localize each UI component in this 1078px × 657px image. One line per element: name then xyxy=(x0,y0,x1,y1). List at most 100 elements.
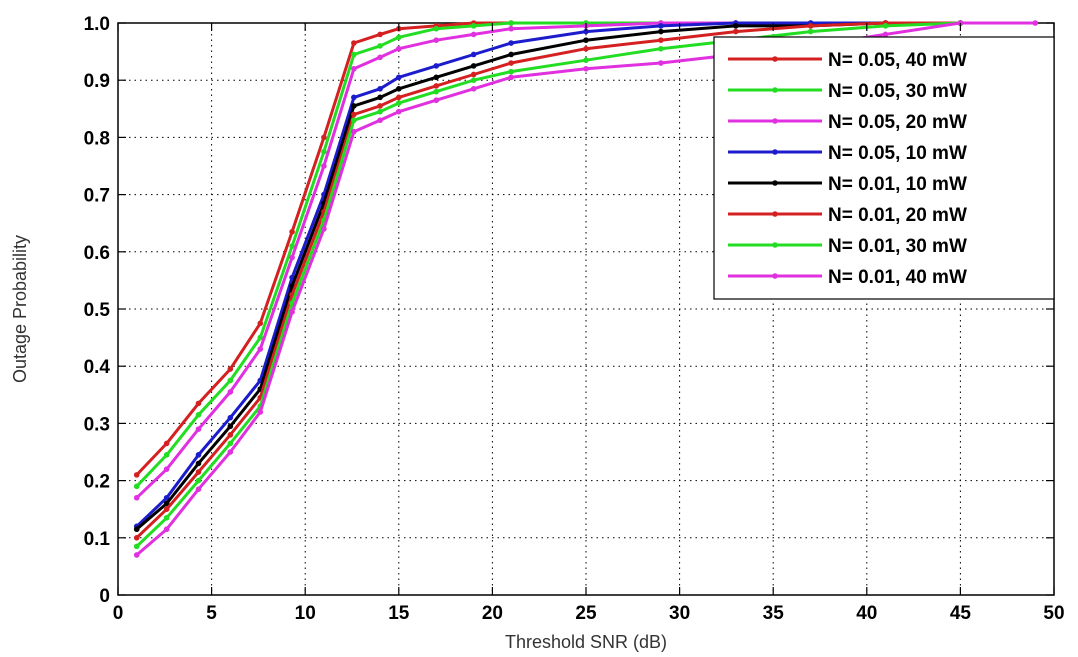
data-point xyxy=(351,111,357,118)
x-tick-label: 5 xyxy=(206,603,217,624)
data-point xyxy=(433,25,440,32)
legend: N= 0.05, 40 mW N= 0.05, 30 mW N= 0.05, 20 … xyxy=(713,36,1055,300)
data-point xyxy=(227,440,234,447)
x-axis-title: Threshold SNR (dB) xyxy=(505,632,667,652)
legend-item: N= 0.01, 30 mW xyxy=(728,236,967,257)
data-point xyxy=(470,71,477,78)
legend-marker xyxy=(772,242,778,248)
legend-marker xyxy=(772,149,778,155)
legend-marker xyxy=(772,211,778,217)
legend-label: N= 0.01, 30 mW xyxy=(828,236,967,257)
data-point xyxy=(1032,20,1039,26)
axis-ticks: 0 5 10 15 20 25 30 35 40 45 50 0 0.1 0.2 0.3 0.4 0.5 0.6 0… xyxy=(84,14,1065,624)
y-tick-label: 0.9 xyxy=(84,71,110,92)
legend-item: N= 0.01, 40 mW xyxy=(728,267,967,288)
data-point xyxy=(257,320,264,327)
data-point xyxy=(133,526,140,533)
grid-lines xyxy=(118,23,1054,595)
data-point xyxy=(133,483,140,490)
data-point xyxy=(227,377,234,384)
data-point xyxy=(658,37,664,43)
data-point xyxy=(583,65,589,72)
legend-item: N= 0.05, 30 mW xyxy=(728,81,967,102)
data-point xyxy=(807,28,814,35)
data-point xyxy=(351,117,357,124)
x-tick-label: 40 xyxy=(856,603,877,624)
data-point xyxy=(133,535,140,541)
data-point xyxy=(396,108,402,115)
data-point xyxy=(658,23,664,29)
data-point xyxy=(470,85,477,92)
data-point xyxy=(195,469,202,475)
data-point xyxy=(133,543,140,550)
data-point xyxy=(133,472,140,478)
data-point xyxy=(195,400,202,407)
legend-marker xyxy=(772,56,778,62)
legend-label: N= 0.01, 10 mW xyxy=(828,174,967,195)
legend-label: N= 0.05, 20 mW xyxy=(828,112,967,133)
y-tick-label: 0.3 xyxy=(84,414,110,435)
legend-item: N= 0.01, 20 mW xyxy=(728,205,967,226)
data-point xyxy=(289,254,295,261)
data-point xyxy=(321,134,327,141)
data-point xyxy=(433,37,440,43)
data-point xyxy=(163,494,170,501)
data-point xyxy=(289,243,295,249)
data-point xyxy=(732,28,739,35)
data-point xyxy=(433,88,440,95)
x-tick-label: 20 xyxy=(482,603,503,624)
y-tick-label: 0.6 xyxy=(84,243,110,264)
data-point xyxy=(508,51,514,58)
data-point xyxy=(163,526,170,533)
data-point xyxy=(658,28,664,35)
data-point xyxy=(583,45,589,52)
data-point xyxy=(163,452,170,458)
data-point xyxy=(195,452,202,458)
legend-marker xyxy=(772,87,778,93)
y-axis-title: Outage Probability xyxy=(10,235,30,383)
data-point xyxy=(658,60,664,66)
data-point xyxy=(396,94,402,101)
data-point xyxy=(321,226,327,232)
legend-marker xyxy=(772,180,778,186)
data-point xyxy=(377,117,383,124)
data-point xyxy=(257,409,264,415)
data-point xyxy=(377,85,383,92)
legend-label: N= 0.05, 30 mW xyxy=(828,81,967,102)
data-point xyxy=(289,309,295,315)
data-point xyxy=(508,20,514,26)
data-point xyxy=(377,31,383,38)
data-point xyxy=(470,23,477,29)
data-point xyxy=(377,54,383,61)
data-point xyxy=(195,477,202,484)
data-point xyxy=(133,552,140,558)
data-point xyxy=(351,40,357,46)
data-point xyxy=(321,163,327,169)
legend-label: N= 0.01, 20 mW xyxy=(828,205,967,226)
data-point xyxy=(658,45,664,52)
data-point xyxy=(583,57,589,63)
x-tick-label: 45 xyxy=(950,603,972,624)
data-point xyxy=(508,68,514,75)
data-point xyxy=(289,228,295,235)
data-point xyxy=(433,83,440,89)
legend-label: N= 0.05, 10 mW xyxy=(828,143,967,164)
data-point xyxy=(163,506,170,512)
data-point xyxy=(195,412,202,418)
data-point xyxy=(396,85,402,92)
x-tick-label: 25 xyxy=(575,603,597,624)
data-point xyxy=(163,440,170,447)
y-tick-label: 1.0 xyxy=(84,14,110,35)
legend-item: N= 0.01, 10 mW xyxy=(728,174,967,195)
data-point xyxy=(227,414,234,421)
data-point xyxy=(195,486,202,492)
data-point xyxy=(227,423,234,430)
data-point xyxy=(227,449,234,455)
data-point xyxy=(163,500,170,507)
data-point xyxy=(470,77,477,83)
data-point xyxy=(377,94,383,101)
y-tick-label: 0.2 xyxy=(84,472,110,493)
data-point xyxy=(351,65,357,72)
data-point xyxy=(351,94,357,101)
